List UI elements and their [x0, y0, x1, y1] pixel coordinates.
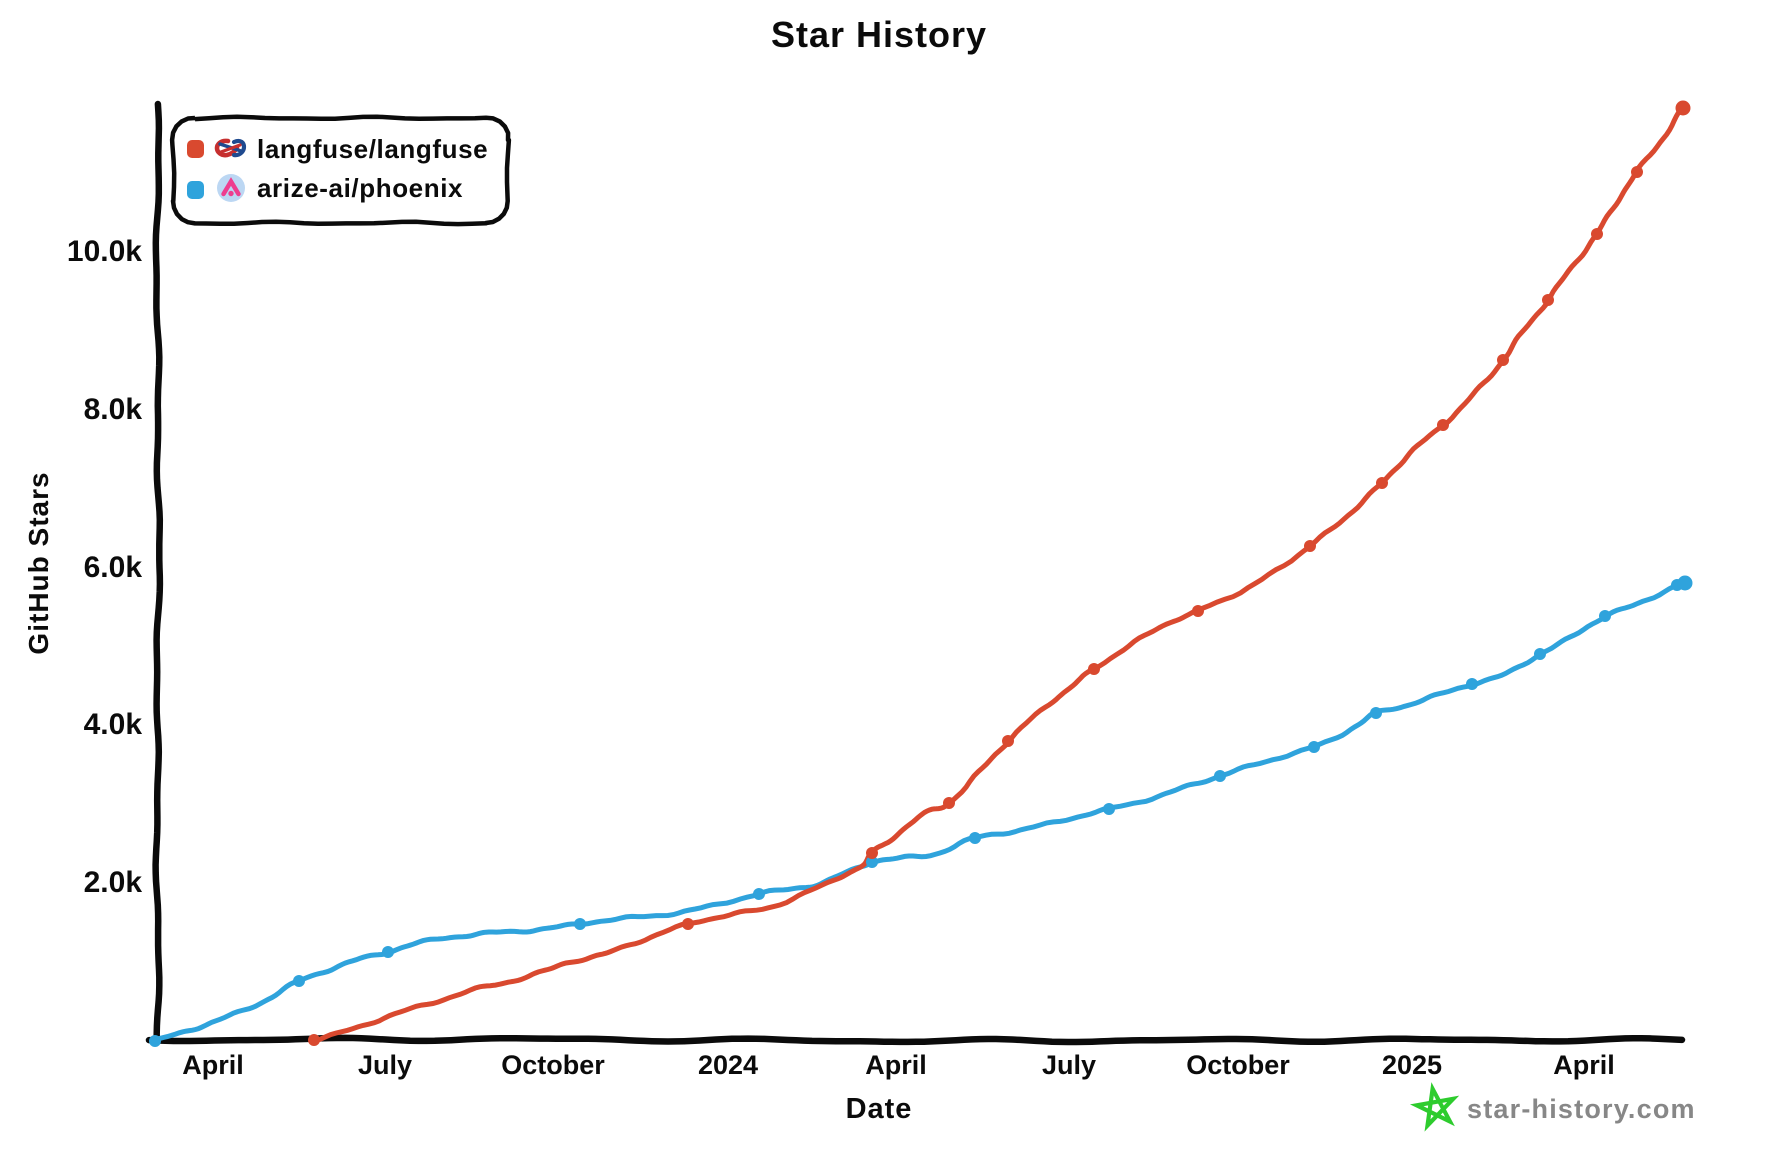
svg-text:4.0k: 4.0k	[84, 708, 143, 741]
svg-text:arize-ai/phoenix: arize-ai/phoenix	[257, 173, 463, 203]
svg-text:April: April	[865, 1050, 927, 1080]
svg-text:July: July	[1042, 1050, 1096, 1080]
svg-text:April: April	[1553, 1050, 1615, 1080]
svg-text:langfuse/langfuse: langfuse/langfuse	[257, 134, 488, 164]
svg-text:October: October	[1186, 1050, 1290, 1080]
svg-text:April: April	[182, 1050, 244, 1080]
svg-text:July: July	[358, 1050, 412, 1080]
svg-text:2024: 2024	[698, 1050, 758, 1080]
svg-text:8.0k: 8.0k	[84, 393, 143, 426]
svg-text:star-history.com: star-history.com	[1467, 1094, 1696, 1124]
svg-text:10.0k: 10.0k	[67, 235, 142, 268]
svg-text:2.0k: 2.0k	[84, 866, 143, 899]
svg-text:Star History: Star History	[771, 14, 987, 55]
svg-text:Date: Date	[846, 1093, 913, 1125]
svg-text:2025: 2025	[1382, 1050, 1442, 1080]
svg-text:October: October	[501, 1050, 605, 1080]
svg-text:GitHub Stars: GitHub Stars	[23, 471, 54, 654]
svg-text:6.0k: 6.0k	[84, 551, 143, 584]
